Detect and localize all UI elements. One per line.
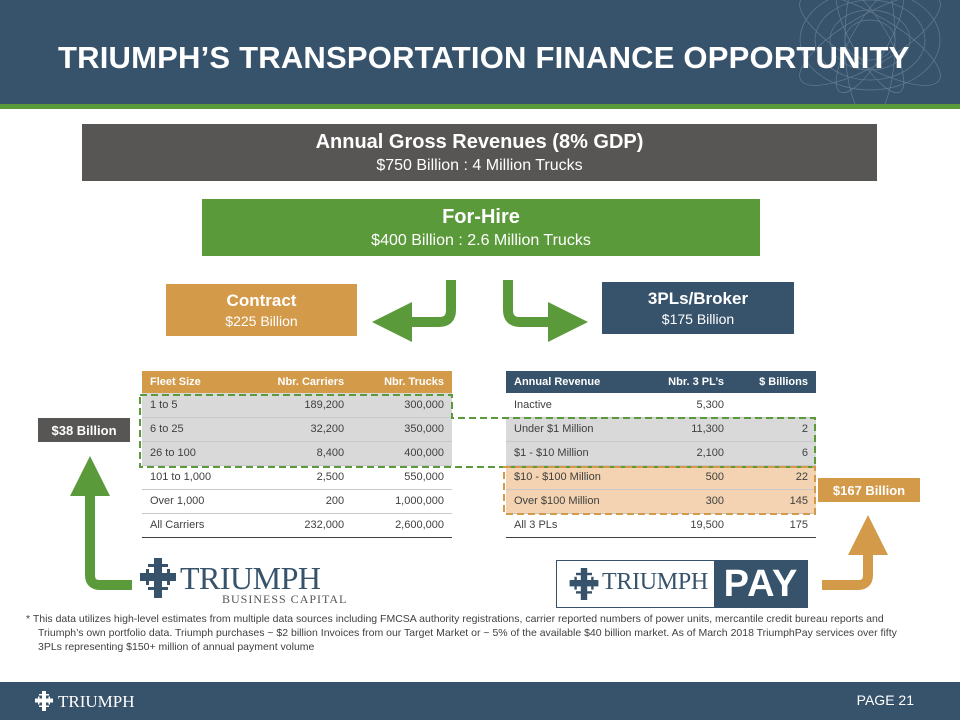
fleet-col-size: Fleet Size [142,371,244,393]
dashed-outline-tan [503,466,816,515]
table-cell: All Carriers [142,513,244,538]
footer-logo-name: TRIUMPH [58,692,135,711]
table-cell: 1 to 5 [142,393,244,418]
footer-cross-icon [35,691,53,711]
triumph-cross-icon [140,558,176,598]
table-cell: 6 [732,441,816,466]
table-row: 26 to 100 8,400 400,000 [142,441,452,466]
table-cell: 2,100 [639,441,733,466]
footnote: * This data utilizes high-level estimate… [26,613,897,653]
contract-heading: Contract [226,291,297,310]
footer-bar [0,682,960,720]
table-cell: 145 [732,489,816,514]
table-row: Inactive 5,300 [506,393,816,418]
table-cell: 189,200 [243,393,353,418]
table-cell: Under $1 Million [506,417,640,442]
rev-col-billions: $ Billions [732,371,816,393]
contract-box: Contract $225 Billion [166,284,357,336]
gross-revenue-heading: Annual Gross Revenues (8% GDP) [315,130,644,153]
table-row: Over $100 Million 300 145 [506,489,816,514]
table-cell: 19,500 [639,513,733,538]
table-cell: 1,000,000 [352,489,452,514]
table-row: Under $1 Million 11,300 2 [506,417,816,442]
contract-arrow [372,280,456,342]
table-row: All 3 PLs 19,500 175 [506,513,816,538]
business-capital-logo-name: TRIUMPH [180,560,321,596]
gross-revenue-sub: $750 Billion : 4 Million Trucks [376,156,583,174]
table-cell: Over $100 Million [506,489,640,514]
triumph-pay-cross-icon [569,568,599,600]
broker-arrow [503,280,588,342]
fleet-col-carriers: Nbr. Carriers [243,371,353,393]
contract-sub: $225 Billion [225,313,298,329]
fleet-table: Fleet Size Nbr. Carriers Nbr. Trucks 1 t… [142,371,452,538]
table-cell: 22 [732,465,816,490]
fleet-col-trucks: Nbr. Trucks [352,371,452,393]
table-row: 101 to 1,000 2,500 550,000 [142,465,452,490]
table-cell: Inactive [506,393,640,418]
table-cell: 2,500 [243,465,353,490]
page-title: TRIUMPH’S TRANSPORTATION FINANCE OPPORTU… [58,40,910,75]
table-cell: 200 [243,489,353,514]
table-cell: 300 [639,489,733,514]
triumph-pay-logo-name: TRIUMPH [602,569,708,595]
broker-heading: 3PLs/Broker [647,289,749,308]
table-cell: 550,000 [352,465,452,490]
table-row: $10 - $100 Million 500 22 [506,465,816,490]
table-cell: 232,000 [243,513,353,538]
table-cell: All 3 PLs [506,513,640,538]
table-row: All Carriers 232,000 2,600,000 [142,513,452,538]
page-number: PAGE 21 [856,692,914,708]
header-stripe [0,104,960,109]
table-cell: 32,200 [243,417,353,442]
table-cell: 400,000 [352,441,452,466]
revenue-table: Annual Revenue Nbr. 3 PL’s $ Billions In… [506,371,816,538]
table-cell: 5,300 [639,393,733,418]
business-capital-logo-sub: BUSINESS CAPITAL [222,592,348,606]
header-bar [0,0,960,104]
table-cell: $10 - $100 Million [506,465,640,490]
revenue-table-header: Annual Revenue Nbr. 3 PL’s $ Billions [506,371,816,393]
for-hire-heading: For-Hire [442,205,520,228]
for-hire-box: For-Hire $400 Billion : 2.6 Million Truc… [202,199,760,256]
broker-box: 3PLs/Broker $175 Billion [602,282,794,334]
table-cell: 26 to 100 [142,441,244,466]
pay-arrow [822,515,888,590]
table-cell: 8,400 [243,441,353,466]
table-cell: 175 [732,513,816,538]
badge-167-billion: $167 Billion [818,478,920,502]
badge-38-billion: $38 Billion [38,418,130,442]
table-row: $1 - $10 Million 2,100 6 [506,441,816,466]
table-cell: 11,300 [639,417,733,442]
table-cell: 2,600,000 [352,513,452,538]
table-cell: 101 to 1,000 [142,465,244,490]
rev-col-count: Nbr. 3 PL’s [639,371,733,393]
table-row: Over 1,000 200 1,000,000 [142,489,452,514]
dashed-outline-green [139,394,816,468]
gross-revenue-box: Annual Gross Revenues (8% GDP) $750 Bill… [82,124,877,181]
ornament-graphic [799,0,941,104]
table-cell: 300,000 [352,393,452,418]
table-cell: 2 [732,417,816,442]
fleet-table-header: Fleet Size Nbr. Carriers Nbr. Trucks [142,371,452,393]
triumph-pay-logo-word: PAY [714,560,808,608]
table-cell: Over 1,000 [142,489,244,514]
table-cell: $1 - $10 Million [506,441,640,466]
broker-sub: $175 Billion [661,311,735,327]
table-cell [732,393,816,418]
table-row: 6 to 25 32,200 350,000 [142,417,452,442]
table-cell: 350,000 [352,417,452,442]
for-hire-sub: $400 Billion : 2.6 Million Trucks [371,231,591,249]
table-cell: 500 [639,465,733,490]
table-row: 1 to 5 189,200 300,000 [142,393,452,418]
rev-col-revenue: Annual Revenue [506,371,640,393]
business-capital-arrow [70,456,132,590]
table-cell: 6 to 25 [142,417,244,442]
